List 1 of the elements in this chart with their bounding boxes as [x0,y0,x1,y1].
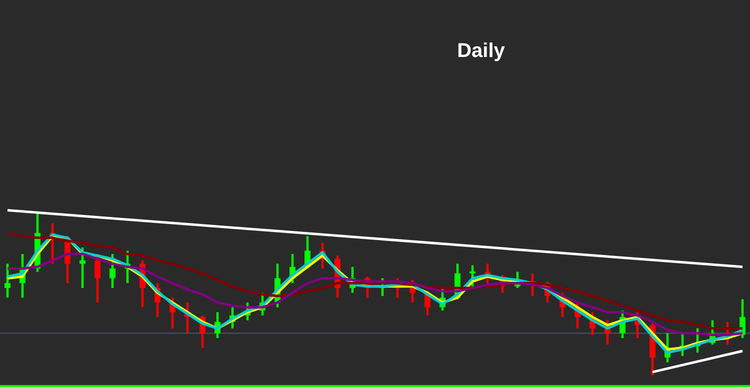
chart-title: Daily [456,40,506,63]
